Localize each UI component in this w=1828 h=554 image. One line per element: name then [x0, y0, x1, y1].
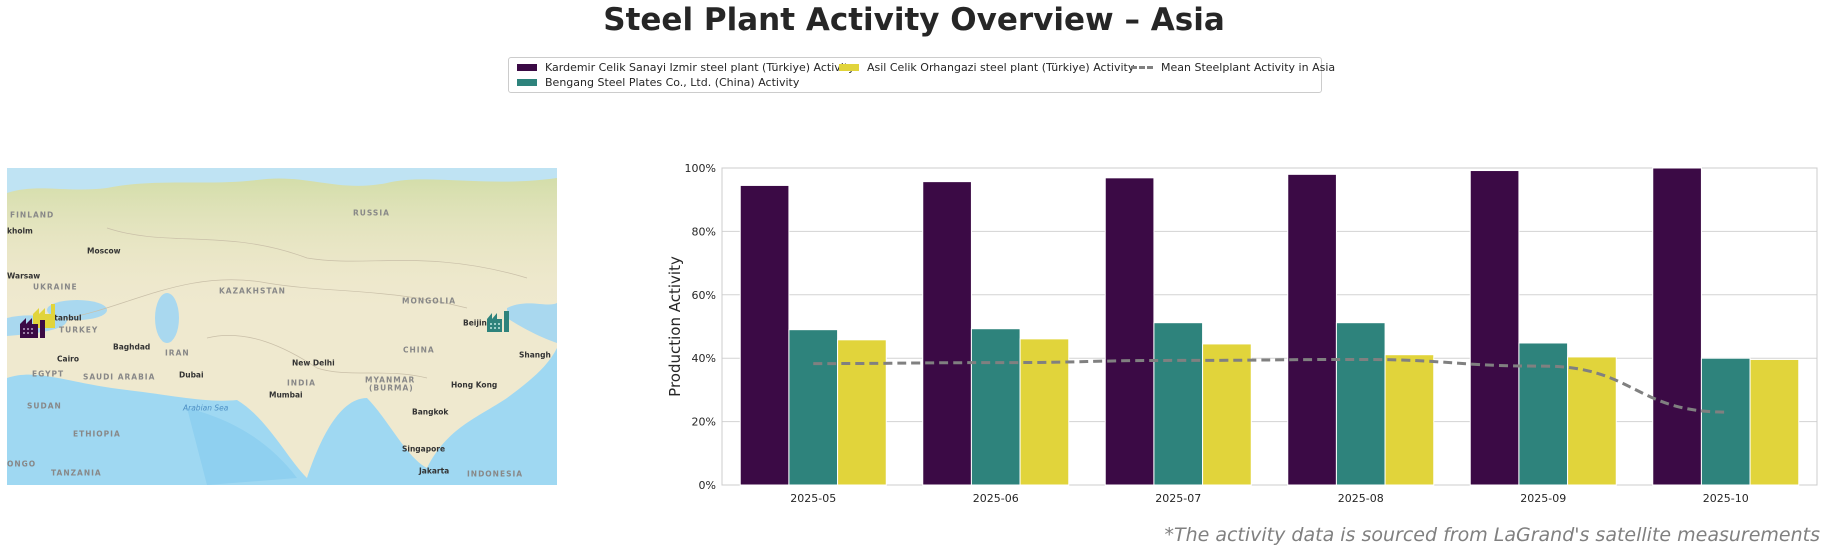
mean-activity-line	[813, 357, 1726, 414]
map-label-ukraine: UKRAINE	[33, 282, 78, 292]
bar-asil	[1202, 343, 1252, 486]
x-tick-label: 2025-09	[1520, 492, 1566, 505]
map-label-mumbai: Mumbai	[269, 390, 303, 400]
map-label-congo: ONGO	[7, 459, 37, 469]
map-label-cairo: Cairo	[57, 354, 79, 364]
map-label-shanghai: Shangh	[519, 350, 551, 360]
map-label-indonesia: INDONESIA	[467, 469, 524, 479]
map-label-saudi-arabia: SAUDI ARABIA	[83, 372, 156, 382]
map-label-myanmar: MYANMAR	[365, 375, 416, 385]
bar-asil	[837, 339, 887, 486]
x-tick-label: 2025-06	[973, 492, 1019, 505]
bar-asil	[1749, 358, 1800, 486]
legend-item-mean: Mean Steelplant Activity in Asia	[1131, 61, 1335, 74]
map-label-sudan: SUDAN	[27, 401, 62, 411]
legend-swatch	[517, 64, 537, 71]
map-label-ethiopia: ETHIOPIA	[73, 429, 121, 439]
map-label-singapore: Singapore	[402, 444, 446, 454]
bar-kardemir	[739, 184, 790, 486]
bar-bengang	[788, 329, 839, 486]
map-label-hong-kong: Hong Kong	[451, 380, 498, 390]
page-title: Steel Plant Activity Overview – Asia	[603, 2, 1225, 38]
map-label-china: CHINA	[403, 345, 435, 355]
x-tick-label: 2025-08	[1338, 492, 1384, 505]
map-label-stockholm: kholm	[7, 226, 33, 236]
y-axis-label: Production Activity	[666, 256, 684, 397]
bar-bengang	[1335, 322, 1386, 486]
map-label-dubai: Dubai	[179, 370, 204, 380]
map-label-iran: IRAN	[165, 348, 190, 358]
map-label-mongolia: MONGOLIA	[402, 296, 457, 306]
map-label-beijing: Beijin	[463, 318, 487, 328]
bar-asil	[1019, 338, 1070, 486]
plot-frame	[721, 167, 1818, 486]
x-tick-label: 2025-05	[790, 492, 836, 505]
map-label-warsaw: Warsaw	[7, 271, 41, 281]
map-label-turkey: TURKEY	[59, 325, 99, 335]
bar-kardemir	[922, 181, 972, 486]
legend-item-bengang: Bengang Steel Plates Co., Ltd. (China) A…	[517, 76, 799, 89]
bar-kardemir	[1104, 177, 1155, 486]
map-label-moscow: Moscow	[87, 246, 121, 256]
bar-kardemir	[1469, 170, 1520, 486]
y-tick-label: 60%	[692, 289, 716, 302]
x-tick-label: 2025-10	[1703, 492, 1749, 505]
legend-item-asil: Asil Celik Orhangazi steel plant (Türkiy…	[839, 61, 1134, 74]
bar-bengang	[1700, 357, 1751, 486]
map-label-arabian-sea: Arabian Sea	[183, 403, 229, 413]
legend-label: Asil Celik Orhangazi steel plant (Türkiy…	[867, 61, 1135, 74]
legend-label: Mean Steelplant Activity in Asia	[1161, 61, 1336, 74]
factory-icon[interactable]	[20, 318, 45, 338]
bar-asil	[1384, 354, 1435, 486]
chart-legend: Kardemir Celik Sanayi Izmir steel plant …	[508, 57, 1335, 93]
bar-bengang	[1518, 342, 1569, 486]
map-label-bangkok: Bangkok	[412, 407, 449, 417]
map-label-egypt: EGYPT	[32, 369, 65, 379]
bar-bengang	[1153, 322, 1204, 486]
y-tick-label: 80%	[692, 225, 716, 238]
asia-map: FINLAND RUSSIA kholm Moscow Warsaw UKRAI…	[7, 168, 557, 485]
factory-icon[interactable]	[487, 311, 509, 332]
bar-kardemir	[1652, 167, 1702, 486]
legend-item-kardemir: Kardemir Celik Sanayi Izmir steel plant …	[517, 61, 855, 74]
map-label-kazakhstan: KAZAKHSTAN	[219, 286, 286, 296]
data-source-note: *The activity data is sourced from LaGra…	[1164, 524, 1820, 546]
y-tick-label: 100%	[685, 162, 716, 175]
map-label-india: INDIA	[287, 378, 316, 388]
map-label-istanbul: Istanbul	[47, 313, 82, 323]
x-tick-label: 2025-07	[1155, 492, 1201, 505]
map-label-burma: (BURMA)	[369, 383, 414, 393]
map-markers	[20, 304, 509, 338]
bar-bengang	[970, 328, 1021, 486]
legend-swatch	[517, 79, 537, 86]
legend-dash	[1131, 66, 1153, 69]
map-label-russia: RUSSIA	[353, 208, 390, 218]
bar-kardemir	[1287, 173, 1337, 486]
y-tick-label: 20%	[692, 416, 716, 429]
legend-label: Bengang Steel Plates Co., Ltd. (China) A…	[545, 76, 800, 89]
map-label-tanzania: TANZANIA	[51, 468, 102, 478]
map-label-jakarta: Jakarta	[419, 466, 450, 476]
map-label-baghdad: Baghdad	[113, 342, 151, 352]
legend-swatch	[839, 64, 859, 71]
map-label-finland: FINLAND	[10, 210, 55, 220]
legend-label: Kardemir Celik Sanayi Izmir steel plant …	[545, 61, 855, 74]
y-tick-label: 0%	[699, 479, 716, 492]
map-background	[7, 168, 557, 485]
bar-asil	[1567, 356, 1617, 486]
y-tick-label: 40%	[692, 352, 716, 365]
map-label-new-delhi: New Delhi	[292, 358, 335, 368]
